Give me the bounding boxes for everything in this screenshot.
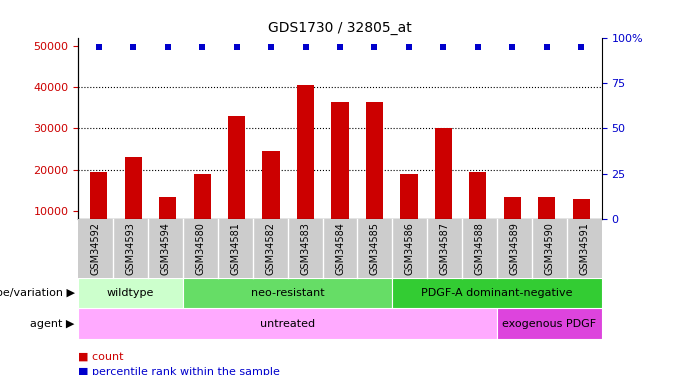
Bar [297, 85, 314, 219]
Bar [366, 102, 383, 219]
Bar [469, 172, 486, 219]
Bar [504, 196, 521, 219]
Bar [392, 278, 602, 308]
Text: ■ percentile rank within the sample: ■ percentile rank within the sample [78, 367, 280, 375]
Text: ■ count: ■ count [78, 352, 124, 362]
Bar [262, 151, 279, 219]
Text: GSM34581: GSM34581 [231, 222, 240, 275]
Bar [573, 199, 590, 219]
Text: exogenous PDGF: exogenous PDGF [503, 319, 596, 328]
Title: GDS1730 / 32805_at: GDS1730 / 32805_at [268, 21, 412, 35]
Bar [183, 278, 392, 308]
Text: neo-resistant: neo-resistant [251, 288, 324, 298]
Bar [90, 172, 107, 219]
Bar [228, 116, 245, 219]
Text: wildtype: wildtype [107, 288, 154, 298]
Bar [497, 308, 602, 339]
Text: GSM34585: GSM34585 [370, 222, 380, 275]
Bar [435, 129, 452, 219]
Text: untreated: untreated [260, 319, 316, 328]
Text: GSM34583: GSM34583 [300, 222, 310, 275]
Text: GSM34580: GSM34580 [195, 222, 205, 275]
Bar [78, 278, 183, 308]
Text: GSM34584: GSM34584 [335, 222, 345, 275]
Text: agent ▶: agent ▶ [31, 319, 75, 328]
Text: GSM34594: GSM34594 [160, 222, 171, 275]
Bar [401, 174, 418, 219]
Text: GSM34592: GSM34592 [90, 222, 101, 275]
Bar [538, 196, 556, 219]
Text: GSM34587: GSM34587 [440, 222, 449, 275]
Text: GSM34591: GSM34591 [579, 222, 590, 275]
Text: GSM34589: GSM34589 [509, 222, 520, 275]
Text: GSM34588: GSM34588 [475, 222, 485, 275]
Text: GSM34593: GSM34593 [126, 222, 135, 275]
Text: PDGF-A dominant-negative: PDGF-A dominant-negative [422, 288, 573, 298]
Text: GSM34582: GSM34582 [265, 222, 275, 275]
Bar [78, 308, 497, 339]
Text: GSM34586: GSM34586 [405, 222, 415, 275]
Bar [194, 174, 211, 219]
Text: genotype/variation ▶: genotype/variation ▶ [0, 288, 75, 298]
Bar [124, 158, 142, 219]
Bar [331, 102, 349, 219]
Bar [159, 196, 176, 219]
Text: GSM34590: GSM34590 [545, 222, 554, 275]
